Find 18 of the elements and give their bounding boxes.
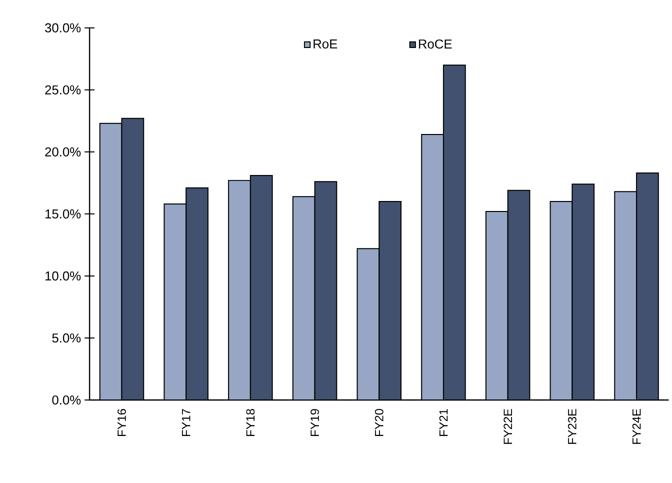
legend-label: RoCE — [418, 40, 452, 49]
y-tick-label: 5.0% — [52, 334, 81, 343]
y-tick-label: 15.0% — [46, 210, 81, 219]
y-tick-label: 10.0% — [46, 272, 81, 281]
x-tick-label: FY22E — [504, 409, 512, 444]
y-tick-label: 20.0% — [45, 148, 81, 157]
x-tick-label: FY17 — [182, 409, 190, 436]
x-tick-label: FY19 — [310, 409, 319, 436]
y-tick-label: 25.0% — [45, 86, 81, 95]
y-tick-label: 0.0% — [52, 396, 81, 405]
y-tick-label: 30.0% — [45, 23, 81, 33]
x-tick-label: FY18 — [246, 409, 255, 436]
x-tick-label: FY21 — [439, 409, 448, 436]
x-tick-label: FY20 — [374, 409, 384, 436]
legend-label: RoE — [314, 40, 338, 49]
x-tick-label: FY16 — [118, 409, 126, 436]
x-tick-label: FY24E — [632, 409, 641, 444]
x-tick-label: FY23E — [568, 409, 576, 444]
